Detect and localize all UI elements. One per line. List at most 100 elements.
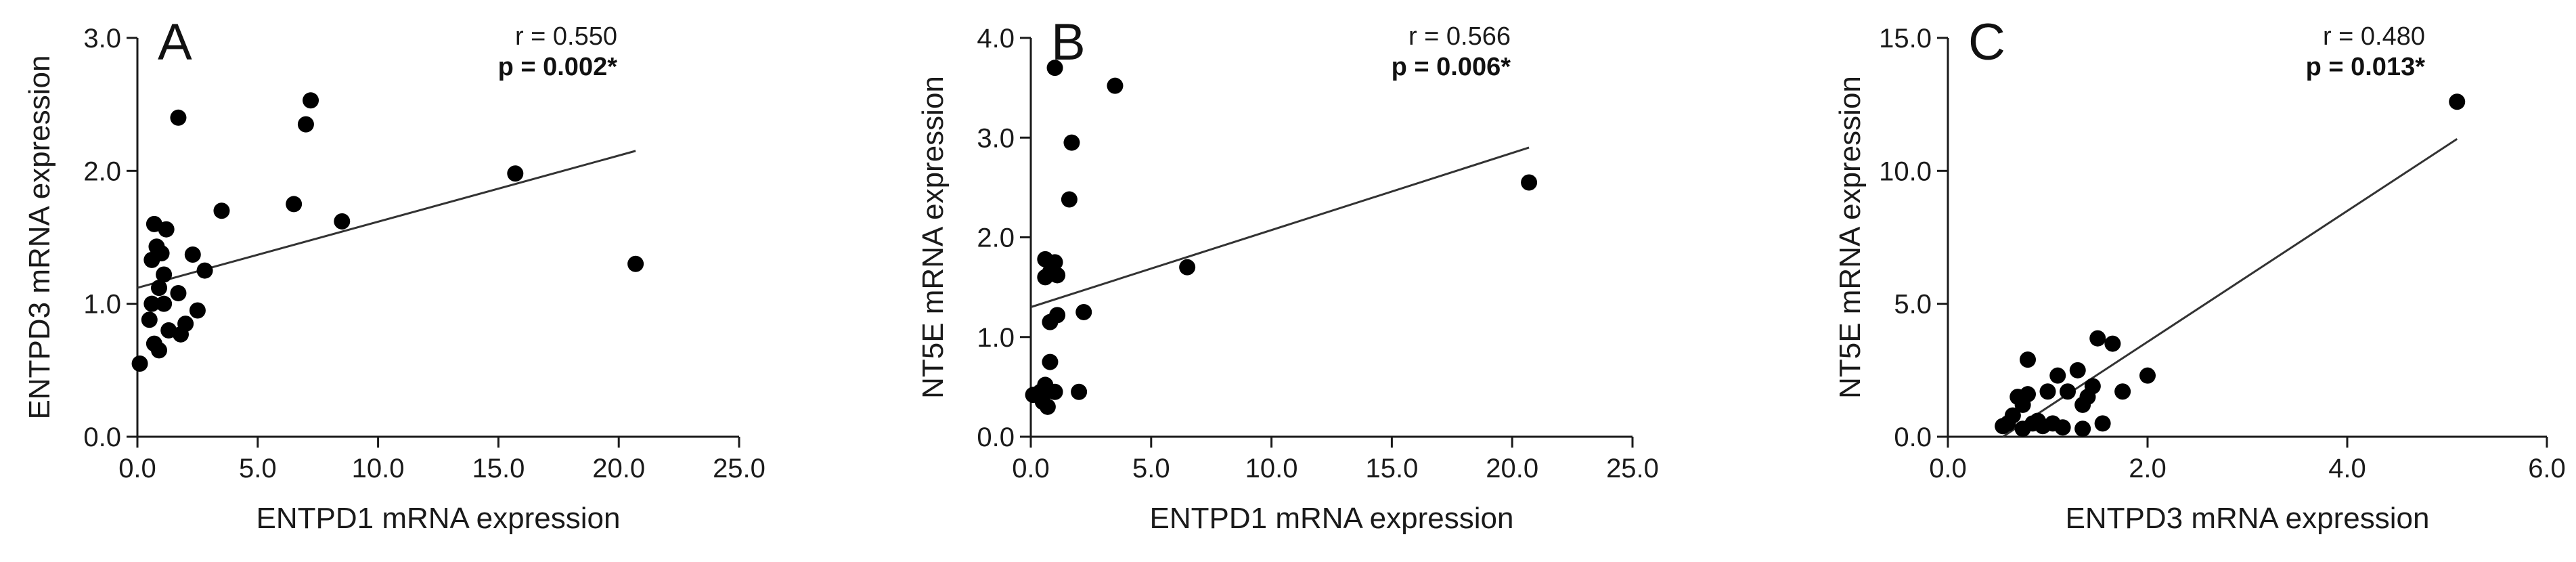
data-point bbox=[2074, 420, 2091, 437]
data-point bbox=[143, 295, 160, 312]
x-axis-title: ENTPD1 mRNA expression bbox=[1150, 502, 1514, 535]
data-point bbox=[2020, 351, 2036, 368]
x-tick-label: 0.0 bbox=[1929, 454, 1967, 483]
x-tick-label: 0.0 bbox=[118, 454, 156, 483]
p-value: p = 0.013* bbox=[2306, 53, 2426, 81]
x-axis-title: ENTPD1 mRNA expression bbox=[257, 502, 621, 535]
data-point bbox=[1107, 77, 1124, 94]
r-value: r = 0.566 bbox=[1408, 22, 1511, 51]
x-tick-label: 20.0 bbox=[1486, 454, 1538, 483]
y-tick-label: 1.0 bbox=[977, 323, 1015, 353]
data-point bbox=[156, 266, 173, 283]
data-point bbox=[2020, 386, 2036, 403]
data-point bbox=[1061, 191, 1078, 208]
data-point bbox=[507, 165, 524, 182]
scatter-panel-c: 0.0 2.0 4.0 6.0 0.0 5.0 10.0 15.0 ENTPD3 mRNA ex… bbox=[1834, 14, 2566, 535]
data-point bbox=[1046, 383, 1063, 400]
y-axis-title: NT5E mRNA expression bbox=[1834, 76, 1867, 399]
data-point bbox=[1049, 307, 1066, 324]
x-tick-label: 5.0 bbox=[239, 454, 277, 483]
panel-label: A bbox=[158, 14, 192, 71]
y-tick-label: 10.0 bbox=[1879, 156, 1932, 186]
data-point bbox=[196, 262, 213, 279]
y-tick-label: 5.0 bbox=[1894, 290, 1932, 320]
data-point bbox=[2054, 419, 2071, 436]
data-point bbox=[177, 316, 194, 332]
y-axis-title: NT5E mRNA expression bbox=[916, 76, 950, 399]
data-point bbox=[151, 280, 168, 297]
r-value: r = 0.550 bbox=[515, 22, 617, 51]
data-point bbox=[334, 213, 351, 230]
regression-line bbox=[137, 150, 636, 289]
data-point bbox=[170, 284, 187, 301]
data-point bbox=[141, 311, 158, 328]
data-point bbox=[170, 109, 187, 126]
x-tick-label: 10.0 bbox=[352, 454, 405, 483]
y-tick-label: 0.0 bbox=[977, 423, 1015, 452]
data-point bbox=[1046, 254, 1063, 271]
data-point bbox=[2060, 383, 2076, 400]
y-axis-title: ENTPD3 mRNA expression bbox=[23, 56, 56, 420]
data-point bbox=[189, 302, 206, 319]
data-point bbox=[627, 255, 644, 272]
x-tick-label: 2.0 bbox=[2129, 454, 2167, 483]
data-point bbox=[2049, 367, 2066, 384]
data-point bbox=[2114, 383, 2131, 400]
x-tick-label: 20.0 bbox=[592, 454, 645, 483]
data-point bbox=[153, 245, 170, 262]
panel-label: C bbox=[1968, 14, 2005, 71]
y-tick-label: 4.0 bbox=[977, 24, 1015, 53]
data-point bbox=[1179, 259, 1196, 276]
data-point bbox=[1071, 383, 1088, 400]
data-point bbox=[1042, 353, 1059, 370]
data-point bbox=[2004, 407, 2021, 424]
data-point bbox=[1063, 134, 1080, 151]
scatter-panel-b: 0.0 5.0 10.0 15.0 20.0 25.0 0.0 1.0 2.0 3.0 4.0 ENT… bbox=[916, 14, 1659, 535]
x-axis-title: ENTPD3 mRNA expression bbox=[2066, 502, 2430, 535]
data-point bbox=[184, 246, 201, 263]
data-point bbox=[2039, 383, 2056, 400]
data-point bbox=[2089, 330, 2106, 347]
x-tick-label: 10.0 bbox=[1245, 454, 1298, 483]
data-point bbox=[1521, 174, 1538, 191]
y-tick-label: 1.0 bbox=[83, 290, 121, 320]
x-tick-label: 25.0 bbox=[713, 454, 765, 483]
data-point bbox=[1046, 60, 1063, 77]
x-tick-label: 0.0 bbox=[1012, 454, 1050, 483]
data-point bbox=[286, 196, 303, 213]
y-tick-label: 2.0 bbox=[83, 156, 121, 186]
x-tick-label: 4.0 bbox=[2328, 454, 2366, 483]
regression-line bbox=[1030, 146, 1530, 309]
x-tick-label: 25.0 bbox=[1606, 454, 1659, 483]
x-tick-label: 15.0 bbox=[1365, 454, 1418, 483]
y-tick-label: 3.0 bbox=[83, 24, 121, 53]
r-value: r = 0.480 bbox=[2323, 22, 2425, 51]
y-tick-label: 15.0 bbox=[1879, 24, 1932, 53]
y-tick-label: 2.0 bbox=[977, 223, 1015, 253]
data-point bbox=[2139, 367, 2156, 384]
data-point bbox=[131, 355, 148, 372]
data-point bbox=[297, 116, 314, 133]
data-point bbox=[2449, 93, 2466, 110]
regression-line bbox=[2002, 137, 2458, 438]
p-value: p = 0.002* bbox=[498, 53, 618, 81]
data-point bbox=[156, 295, 173, 312]
y-tick-label: 0.0 bbox=[1894, 423, 1932, 452]
scatter-panel-a: 0.0 5.0 10.0 15.0 20.0 25.0 0.0 1.0 2.0 3.0 ENTPD1… bbox=[23, 14, 765, 535]
x-tick-label: 15.0 bbox=[472, 454, 525, 483]
y-tick-label: 3.0 bbox=[977, 123, 1015, 153]
x-tick-label: 6.0 bbox=[2528, 454, 2566, 483]
data-point bbox=[2094, 415, 2111, 432]
p-value: p = 0.006* bbox=[1392, 53, 1511, 81]
data-point bbox=[303, 92, 319, 109]
data-point bbox=[2104, 335, 2121, 352]
data-point bbox=[1049, 267, 1066, 284]
data-point bbox=[1039, 398, 1056, 415]
data-point bbox=[1075, 303, 1092, 320]
data-point bbox=[213, 202, 230, 219]
data-point bbox=[2084, 378, 2101, 395]
x-tick-label: 5.0 bbox=[1132, 454, 1170, 483]
data-point bbox=[151, 342, 168, 359]
data-point bbox=[2069, 362, 2086, 379]
